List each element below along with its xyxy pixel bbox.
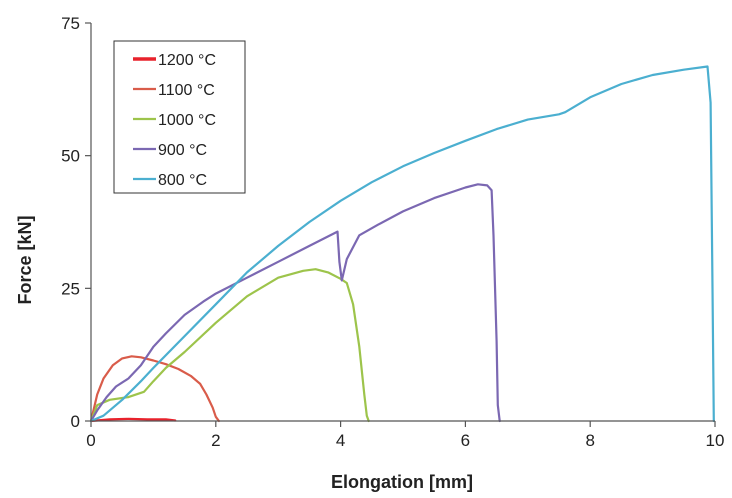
series-line-1000-c: [89, 268, 370, 423]
series-line-1100-c: [89, 355, 220, 423]
legend-label: 900 °C: [158, 142, 207, 159]
y-tick-label: 25: [61, 279, 80, 298]
plot-area: [89, 65, 715, 423]
x-tick-label: 0: [86, 431, 95, 450]
y-tick-label: 0: [71, 412, 80, 431]
x-tick-label: 6: [461, 431, 470, 450]
x-tick-label: 10: [706, 431, 725, 450]
series-line-1200-c: [89, 417, 177, 423]
y-axis-title: Force [kN]: [15, 215, 35, 304]
legend-label: 1100 °C: [158, 82, 215, 99]
series-line-900-c: [89, 183, 501, 423]
legend-label: 800 °C: [158, 172, 207, 189]
legend: 1200 °C 1100 °C 1000 °C 900 °C 800 °C: [113, 40, 246, 194]
x-axis-title: Elongation [mm]: [331, 472, 473, 492]
legend-label: 1200 °C: [158, 52, 216, 69]
series-line-800-c: [89, 65, 715, 423]
x-tick-label: 2: [211, 431, 220, 450]
legend-label: 1000 °C: [158, 112, 216, 129]
y-tick-label: 50: [61, 147, 80, 166]
axes: 0 2 4 6 8 10 0 25 50 75: [61, 14, 724, 450]
legend-box: [113, 40, 246, 194]
x-tick-label: 4: [336, 431, 345, 450]
x-tick-label: 8: [585, 431, 594, 450]
y-tick-label: 75: [61, 14, 80, 33]
